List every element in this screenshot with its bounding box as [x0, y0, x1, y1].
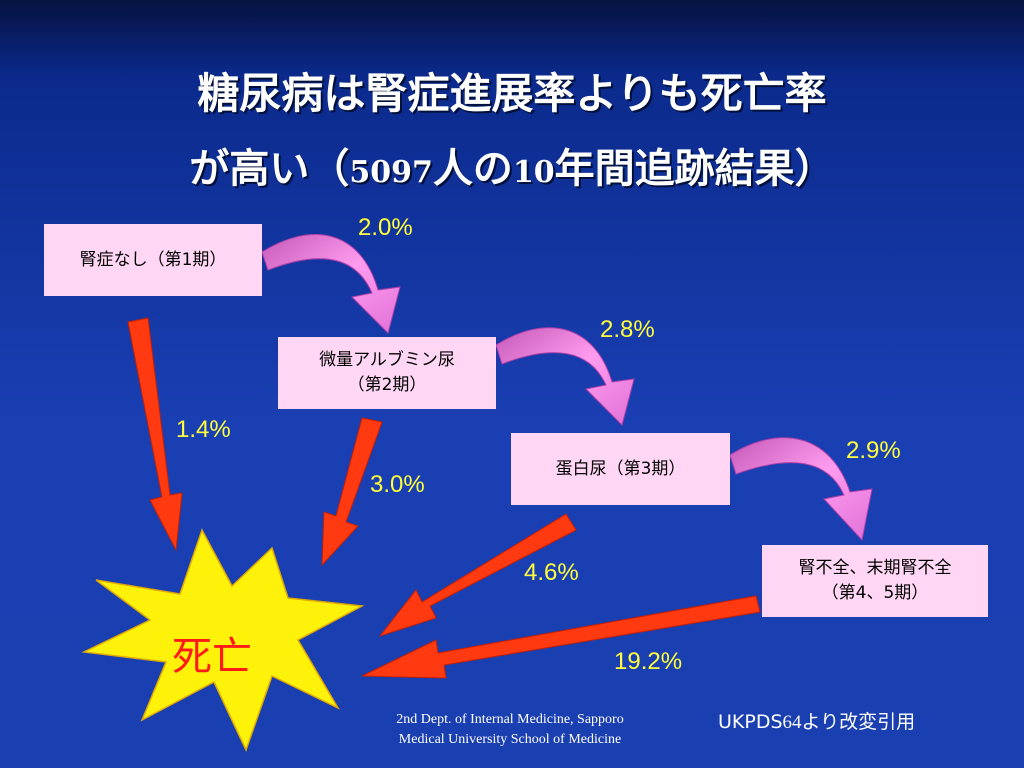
- curved-arrow-stage1-to-stage2: [261, 234, 401, 334]
- title-number: 10: [512, 155, 555, 190]
- rate-stage1-to-death: 1.4%: [176, 416, 231, 443]
- death-label: 死亡: [172, 634, 252, 680]
- death-starburst: [81, 528, 365, 752]
- footer-credit: 2nd Dept. of Internal Medicine, Sapporo …: [355, 710, 665, 751]
- source-name: UKPDS: [718, 711, 783, 733]
- footer-line-2: Medical University School of Medicine: [398, 732, 622, 748]
- stage-2-label: 微量アルブミン尿: [319, 350, 455, 371]
- stage-4-box: 腎不全、末期腎不全 （第4、5期）: [762, 545, 988, 617]
- rate-stage1-to-stage2: 2.0%: [358, 214, 413, 241]
- title-number: 5097: [349, 155, 433, 190]
- death-arrow-stage1: [127, 317, 183, 552]
- death-arrow-stage3: [378, 513, 577, 637]
- stage-3-box: 蛋白尿（第3期）: [511, 433, 730, 505]
- stage-2-box: 微量アルブミン尿 （第2期）: [278, 337, 496, 409]
- stage-3-label: 蛋白尿（第3期）: [555, 458, 686, 479]
- source-citation: UKPDS64より改変引用: [718, 707, 915, 734]
- title-text: 人の: [432, 146, 513, 192]
- death-arrow-stage4: [361, 595, 761, 679]
- page-title-line-1: 糖尿病は腎症進展率よりも死亡率: [197, 69, 827, 118]
- rate-stage3-to-stage4: 2.9%: [846, 437, 901, 464]
- rate-stage4-to-death: 19.2%: [614, 648, 683, 675]
- stage-4-sublabel: （第4、5期）: [821, 583, 929, 603]
- curved-arrow-stage3-to-stage4: [729, 437, 873, 542]
- death-arrow-stage2: [321, 417, 383, 567]
- source-suffix: より改変引用: [801, 711, 916, 733]
- source-number: 64: [782, 712, 802, 733]
- stage-1-box: 腎症なし（第1期）: [44, 224, 262, 296]
- rate-stage2-to-death: 3.0%: [370, 471, 425, 498]
- title-text: が高い（: [189, 146, 350, 192]
- title-text: 年間追跡結果）: [554, 146, 835, 192]
- curved-arrow-stage2-to-stage3: [495, 327, 635, 426]
- stage-1-label: 腎症なし（第1期）: [79, 249, 227, 270]
- page-title-line-2: が高い（5097人の10年間追跡結果）: [0, 136, 1024, 194]
- footer-line-1: 2nd Dept. of Internal Medicine, Sapporo: [396, 712, 624, 727]
- stage-4-label: 腎不全、末期腎不全: [798, 558, 952, 579]
- stage-2-sublabel: （第2期）: [347, 375, 427, 395]
- rate-stage3-to-death: 4.6%: [524, 559, 579, 586]
- rate-stage2-to-stage3: 2.8%: [600, 316, 655, 343]
